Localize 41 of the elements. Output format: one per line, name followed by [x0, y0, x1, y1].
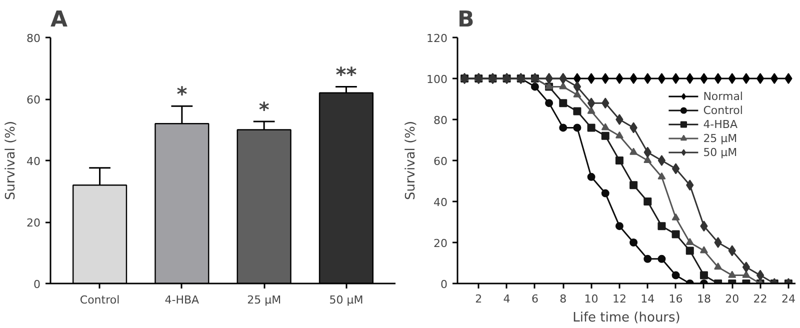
legend-label: Control: [703, 103, 743, 117]
annotation: **: [336, 62, 358, 87]
y-tick-label: 60: [26, 94, 41, 106]
y-tick-label: 0: [34, 278, 40, 291]
x-tick-label: 10: [584, 292, 598, 306]
y-axis-title: Survival (%): [4, 120, 19, 200]
y-tick-label: 0: [440, 278, 448, 291]
y-tick-label: 20: [26, 216, 41, 230]
annotation: *: [176, 82, 188, 106]
y-tick-label: 60: [434, 155, 448, 168]
x-tick-label: 4-HBA: [164, 294, 200, 306]
y-tick-label: 40: [434, 196, 448, 209]
x-tick-label: 16: [668, 292, 683, 306]
x-tick-label: 2: [475, 292, 482, 306]
chart-title: B: [458, 8, 474, 32]
x-tick-label: 12: [612, 292, 626, 306]
y-tick-label: 100: [426, 73, 448, 86]
chart-title: A: [50, 8, 68, 32]
x-tick-label: 18: [696, 292, 711, 306]
y-tick-label: 80: [434, 114, 448, 127]
y-tick-label: 80: [26, 32, 41, 45]
legend-label: 50 μM: [703, 145, 738, 159]
x-tick-label: 8: [560, 292, 567, 306]
x-tick-label: 50 μM: [329, 294, 364, 306]
y-axis-title: Survival (%): [404, 120, 419, 200]
x-tick-label: 25 μM: [247, 294, 282, 306]
x-tick-label: 22: [753, 292, 768, 306]
x-tick-label: 4: [503, 292, 510, 306]
y-tick-label: 40: [26, 155, 41, 168]
y-tick-label: 20: [434, 237, 448, 250]
x-tick-label: 6: [531, 292, 538, 306]
x-tick-label: 20: [725, 292, 740, 306]
x-tick-label: 14: [640, 292, 655, 306]
x-axis-title: Life time (hours): [572, 310, 680, 326]
legend-label: Normal: [703, 89, 743, 103]
x-tick-label: 24: [781, 292, 796, 306]
legend-label: 25 μM: [703, 131, 738, 145]
annotation: *: [258, 97, 270, 122]
x-tick-label: Control: [80, 294, 120, 306]
legend-label: 4-HBA: [703, 117, 738, 131]
y-tick-label: 120: [426, 32, 448, 45]
